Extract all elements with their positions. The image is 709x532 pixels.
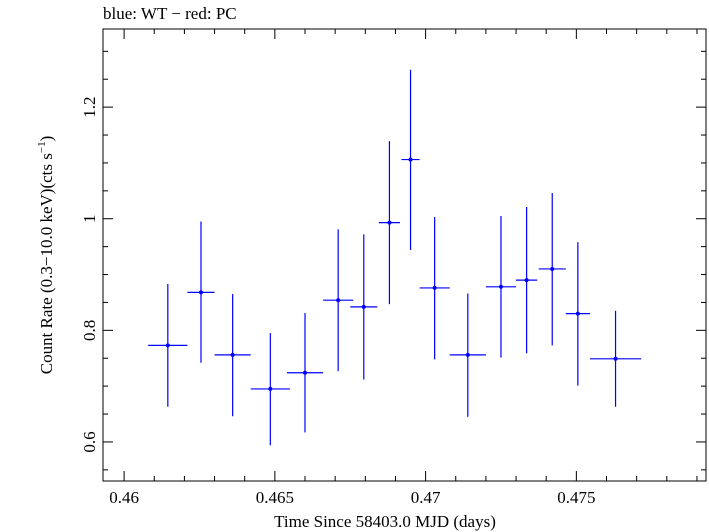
data-point — [323, 229, 354, 372]
point-marker — [575, 311, 580, 316]
chart-title: blue: WT − red: PC — [103, 4, 237, 23]
data-point — [187, 221, 215, 363]
y-axis-label-main: Count Rate (0.3−10.0 keV)(cts s — [37, 153, 56, 374]
data-point — [214, 294, 251, 417]
point-marker — [498, 284, 503, 289]
point-marker — [613, 356, 618, 361]
data-point — [419, 217, 450, 360]
axis-ticks — [103, 29, 706, 481]
y-tick-label: 1 — [80, 214, 99, 223]
y-tick-label: 0.6 — [80, 431, 99, 452]
x-axis-label: Time Since 58403.0 MJD (days) — [274, 512, 496, 531]
x-tick-label: 0.46 — [109, 488, 139, 507]
data-point — [516, 207, 538, 354]
point-marker — [165, 343, 170, 348]
data-point — [148, 284, 188, 407]
data-point — [250, 333, 290, 446]
data-points — [148, 69, 642, 446]
data-point — [589, 310, 642, 407]
point-marker — [230, 352, 235, 357]
point-marker — [361, 304, 366, 309]
data-point — [538, 193, 566, 346]
y-axis-label-sup: −1 — [36, 141, 48, 153]
x-tick-label: 0.465 — [256, 488, 294, 507]
y-axis-label-close: ) — [37, 136, 56, 142]
data-point — [565, 242, 590, 386]
data-point — [401, 69, 420, 250]
x-tick-label: 0.47 — [411, 488, 441, 507]
data-point — [286, 313, 324, 433]
data-point — [485, 215, 517, 358]
point-marker — [336, 298, 341, 303]
x-tick-label: 0.475 — [557, 488, 595, 507]
data-point — [449, 293, 486, 417]
point-marker — [524, 278, 529, 283]
plot-frame — [102, 28, 707, 482]
y-tick-label: 0.8 — [80, 320, 99, 341]
point-marker — [303, 370, 308, 375]
point-marker — [198, 290, 203, 295]
point-marker — [268, 386, 273, 391]
point-marker — [432, 285, 437, 290]
y-tick-label: 1.2 — [80, 96, 99, 117]
point-marker — [550, 266, 555, 271]
point-marker — [408, 157, 413, 162]
point-marker — [387, 220, 392, 225]
y-axis-label: Count Rate (0.3−10.0 keV)(cts s−1) — [36, 136, 56, 375]
data-point — [378, 141, 400, 305]
axis-tick-labels: 0.46 0.465 0.47 0.475 0.6 0.8 1 1.2 — [80, 96, 595, 507]
data-point — [350, 234, 378, 380]
point-marker — [465, 352, 470, 357]
